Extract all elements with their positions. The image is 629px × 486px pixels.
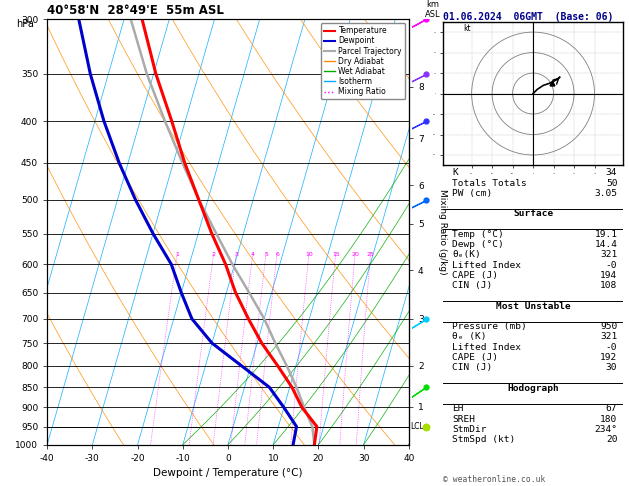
Text: 20: 20	[606, 435, 617, 444]
Text: 20: 20	[351, 252, 359, 257]
Text: θₑ (K): θₑ (K)	[452, 332, 487, 342]
Text: Temp (°C): Temp (°C)	[452, 230, 504, 239]
Text: Lifted Index: Lifted Index	[452, 343, 521, 352]
Text: CAPE (J): CAPE (J)	[452, 353, 498, 362]
Text: 950: 950	[600, 322, 617, 331]
Text: 3: 3	[235, 252, 238, 257]
Text: StmDir: StmDir	[452, 425, 487, 434]
Text: hPa: hPa	[16, 19, 35, 30]
Legend: Temperature, Dewpoint, Parcel Trajectory, Dry Adiabat, Wet Adiabat, Isotherm, Mi: Temperature, Dewpoint, Parcel Trajectory…	[321, 23, 405, 99]
Text: 321: 321	[600, 250, 617, 260]
Text: StmSpd (kt): StmSpd (kt)	[452, 435, 516, 444]
Text: 30: 30	[606, 363, 617, 372]
Text: 192: 192	[600, 353, 617, 362]
Text: 40°58'N  28°49'E  55m ASL: 40°58'N 28°49'E 55m ASL	[47, 4, 224, 17]
Text: 50: 50	[606, 178, 617, 188]
Text: 34: 34	[606, 168, 617, 177]
Text: 14.4: 14.4	[594, 240, 617, 249]
Text: Surface: Surface	[513, 209, 553, 218]
Text: Hodograph: Hodograph	[507, 384, 559, 393]
Text: EH: EH	[452, 404, 464, 413]
Text: 108: 108	[600, 281, 617, 290]
Text: Pressure (mb): Pressure (mb)	[452, 322, 527, 331]
Text: 19.1: 19.1	[594, 230, 617, 239]
X-axis label: Dewpoint / Temperature (°C): Dewpoint / Temperature (°C)	[153, 469, 303, 478]
Text: K: K	[452, 168, 458, 177]
Text: 321: 321	[600, 332, 617, 342]
Text: 15: 15	[332, 252, 340, 257]
Y-axis label: Mixing Ratio (g/kg): Mixing Ratio (g/kg)	[438, 189, 447, 275]
Text: 2: 2	[212, 252, 216, 257]
Text: kt: kt	[464, 24, 471, 33]
Text: 10: 10	[305, 252, 313, 257]
Text: Most Unstable: Most Unstable	[496, 302, 571, 311]
Text: CIN (J): CIN (J)	[452, 281, 493, 290]
Text: 194: 194	[600, 271, 617, 280]
Text: 25: 25	[367, 252, 374, 257]
Text: 180: 180	[600, 415, 617, 423]
Text: -0: -0	[606, 343, 617, 352]
Text: Dewp (°C): Dewp (°C)	[452, 240, 504, 249]
Text: 234°: 234°	[594, 425, 617, 434]
Text: Totals Totals: Totals Totals	[452, 178, 527, 188]
Text: © weatheronline.co.uk: © weatheronline.co.uk	[443, 474, 546, 484]
Text: 5: 5	[264, 252, 268, 257]
Text: 6: 6	[276, 252, 279, 257]
Text: 67: 67	[606, 404, 617, 413]
Text: LCL: LCL	[410, 422, 424, 431]
Text: θₑ(K): θₑ(K)	[452, 250, 481, 260]
Text: SREH: SREH	[452, 415, 476, 423]
Text: CIN (J): CIN (J)	[452, 363, 493, 372]
Text: Lifted Index: Lifted Index	[452, 260, 521, 270]
Text: km
ASL: km ASL	[425, 0, 440, 18]
Text: 01.06.2024  06GMT  (Base: 06): 01.06.2024 06GMT (Base: 06)	[443, 12, 614, 22]
Text: 1: 1	[175, 252, 179, 257]
Text: PW (cm): PW (cm)	[452, 189, 493, 198]
Text: -0: -0	[606, 260, 617, 270]
Text: CAPE (J): CAPE (J)	[452, 271, 498, 280]
Text: 4: 4	[251, 252, 255, 257]
Text: 3.05: 3.05	[594, 189, 617, 198]
